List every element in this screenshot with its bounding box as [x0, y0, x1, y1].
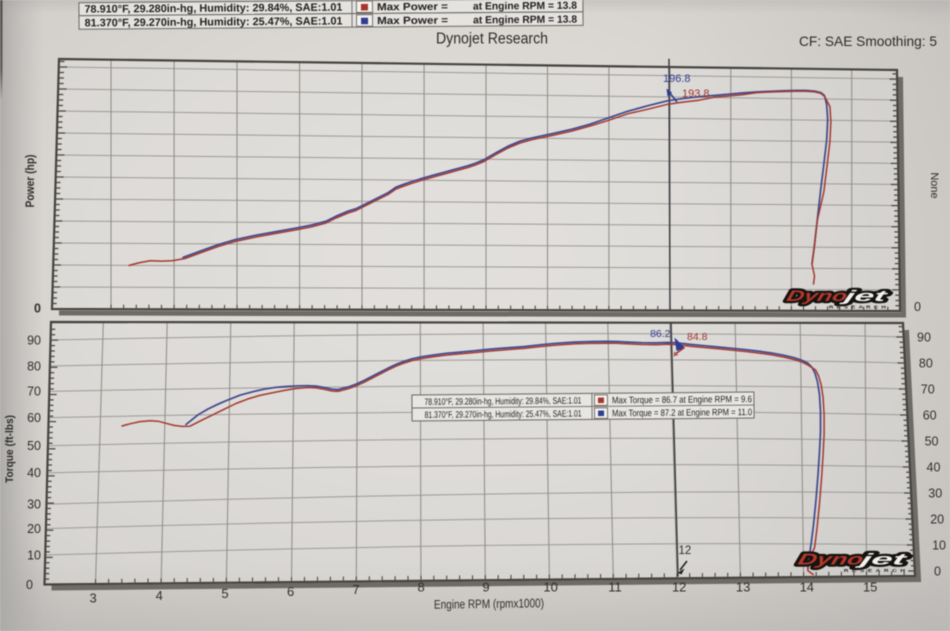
svg-text:Torque (ft-lbs): Torque (ft-lbs)	[4, 415, 16, 483]
svg-text:80: 80	[27, 359, 41, 373]
svg-text:81.370°F, 29.270in-hg, Humidit: 81.370°F, 29.270in-hg, Humidity: 25.47%,…	[425, 409, 582, 420]
svg-text:0: 0	[34, 302, 41, 316]
svg-text:RESEARCH: RESEARCH	[829, 305, 889, 310]
svg-text:81.370°F, 29.270in-hg, Humidit: 81.370°F, 29.270in-hg, Humidity: 25.47%,…	[85, 15, 343, 29]
svg-text:86.2: 86.2	[650, 328, 671, 340]
svg-text:Max Torque = 86.7 at Engine RP: Max Torque = 86.7 at Engine RPM = 9.6	[612, 394, 752, 405]
svg-text:70: 70	[27, 385, 41, 399]
svg-text:84.8: 84.8	[687, 331, 708, 343]
svg-text:78.910°F, 29.280in-hg, Humidit: 78.910°F, 29.280in-hg, Humidity: 29.84%,…	[424, 396, 581, 407]
svg-text:78.910°F, 29.280in-hg, Humidit: 78.910°F, 29.280in-hg, Humidity: 29.84%,…	[84, 2, 342, 16]
svg-text:jet: jet	[839, 287, 892, 304]
svg-text:30: 30	[27, 498, 41, 512]
svg-text:10: 10	[932, 538, 946, 552]
svg-text:196.8: 196.8	[663, 73, 691, 85]
svg-text:7: 7	[352, 582, 359, 597]
svg-text:Max Torque = 87.2 at Engine RP: Max Torque = 87.2 at Engine RPM = 11.0	[612, 407, 752, 418]
svg-text:70: 70	[921, 382, 935, 396]
svg-text:0: 0	[26, 578, 33, 592]
svg-text:14: 14	[800, 580, 814, 595]
svg-text:0: 0	[914, 300, 921, 314]
svg-text:193.8: 193.8	[682, 88, 710, 100]
svg-text:5: 5	[221, 586, 228, 601]
svg-text:60: 60	[27, 411, 41, 425]
svg-text:jet: jet	[854, 550, 910, 568]
svg-text:CF: SAE Smoothing: 5: CF: SAE Smoothing: 5	[799, 33, 937, 49]
svg-text:Dyno: Dyno	[796, 550, 866, 568]
svg-text:20: 20	[930, 512, 944, 526]
svg-text:jet: jet	[854, 550, 910, 568]
svg-text:10: 10	[543, 580, 557, 595]
svg-text:30: 30	[928, 486, 942, 500]
svg-text:4: 4	[156, 588, 163, 603]
svg-text:None: None	[928, 172, 940, 198]
svg-text:at Engine RPM = 13.8: at Engine RPM = 13.8	[473, 1, 577, 13]
svg-text:40: 40	[927, 460, 941, 474]
svg-text:Dyno: Dyno	[785, 287, 850, 304]
svg-text:50: 50	[925, 434, 939, 448]
svg-text:Dyno: Dyno	[796, 550, 866, 568]
svg-text:jet: jet	[839, 287, 892, 304]
svg-text:6: 6	[287, 584, 294, 599]
svg-text:8: 8	[417, 580, 424, 595]
svg-text:Engine RPM (rpmx1000): Engine RPM (rpmx1000)	[434, 596, 544, 612]
svg-text:40: 40	[27, 466, 41, 480]
svg-text:15: 15	[863, 580, 877, 595]
svg-text:at Engine RPM = 13.8: at Engine RPM = 13.8	[473, 15, 577, 27]
svg-text:60: 60	[923, 408, 937, 422]
svg-text:80: 80	[919, 356, 933, 370]
svg-text:10: 10	[27, 548, 41, 562]
svg-text:0: 0	[934, 564, 941, 578]
svg-text:Power (hp): Power (hp)	[23, 154, 37, 207]
svg-text:12: 12	[679, 545, 692, 557]
svg-text:90: 90	[27, 333, 41, 347]
svg-text:Max Power =: Max Power =	[377, 16, 448, 28]
svg-text:50: 50	[27, 439, 41, 453]
svg-text:12: 12	[672, 580, 686, 595]
svg-text:RESEARCH: RESEARCH	[844, 568, 909, 573]
svg-text:11: 11	[608, 580, 622, 595]
svg-text:90: 90	[917, 330, 931, 344]
svg-text:Dyno: Dyno	[785, 287, 850, 304]
svg-text:13: 13	[736, 580, 750, 595]
svg-text:3: 3	[89, 590, 96, 605]
svg-text:Max Power =: Max Power =	[377, 2, 448, 14]
svg-text:20: 20	[27, 522, 41, 536]
svg-text:9: 9	[482, 580, 489, 595]
svg-text:Dynojet Research: Dynojet Research	[436, 31, 548, 48]
